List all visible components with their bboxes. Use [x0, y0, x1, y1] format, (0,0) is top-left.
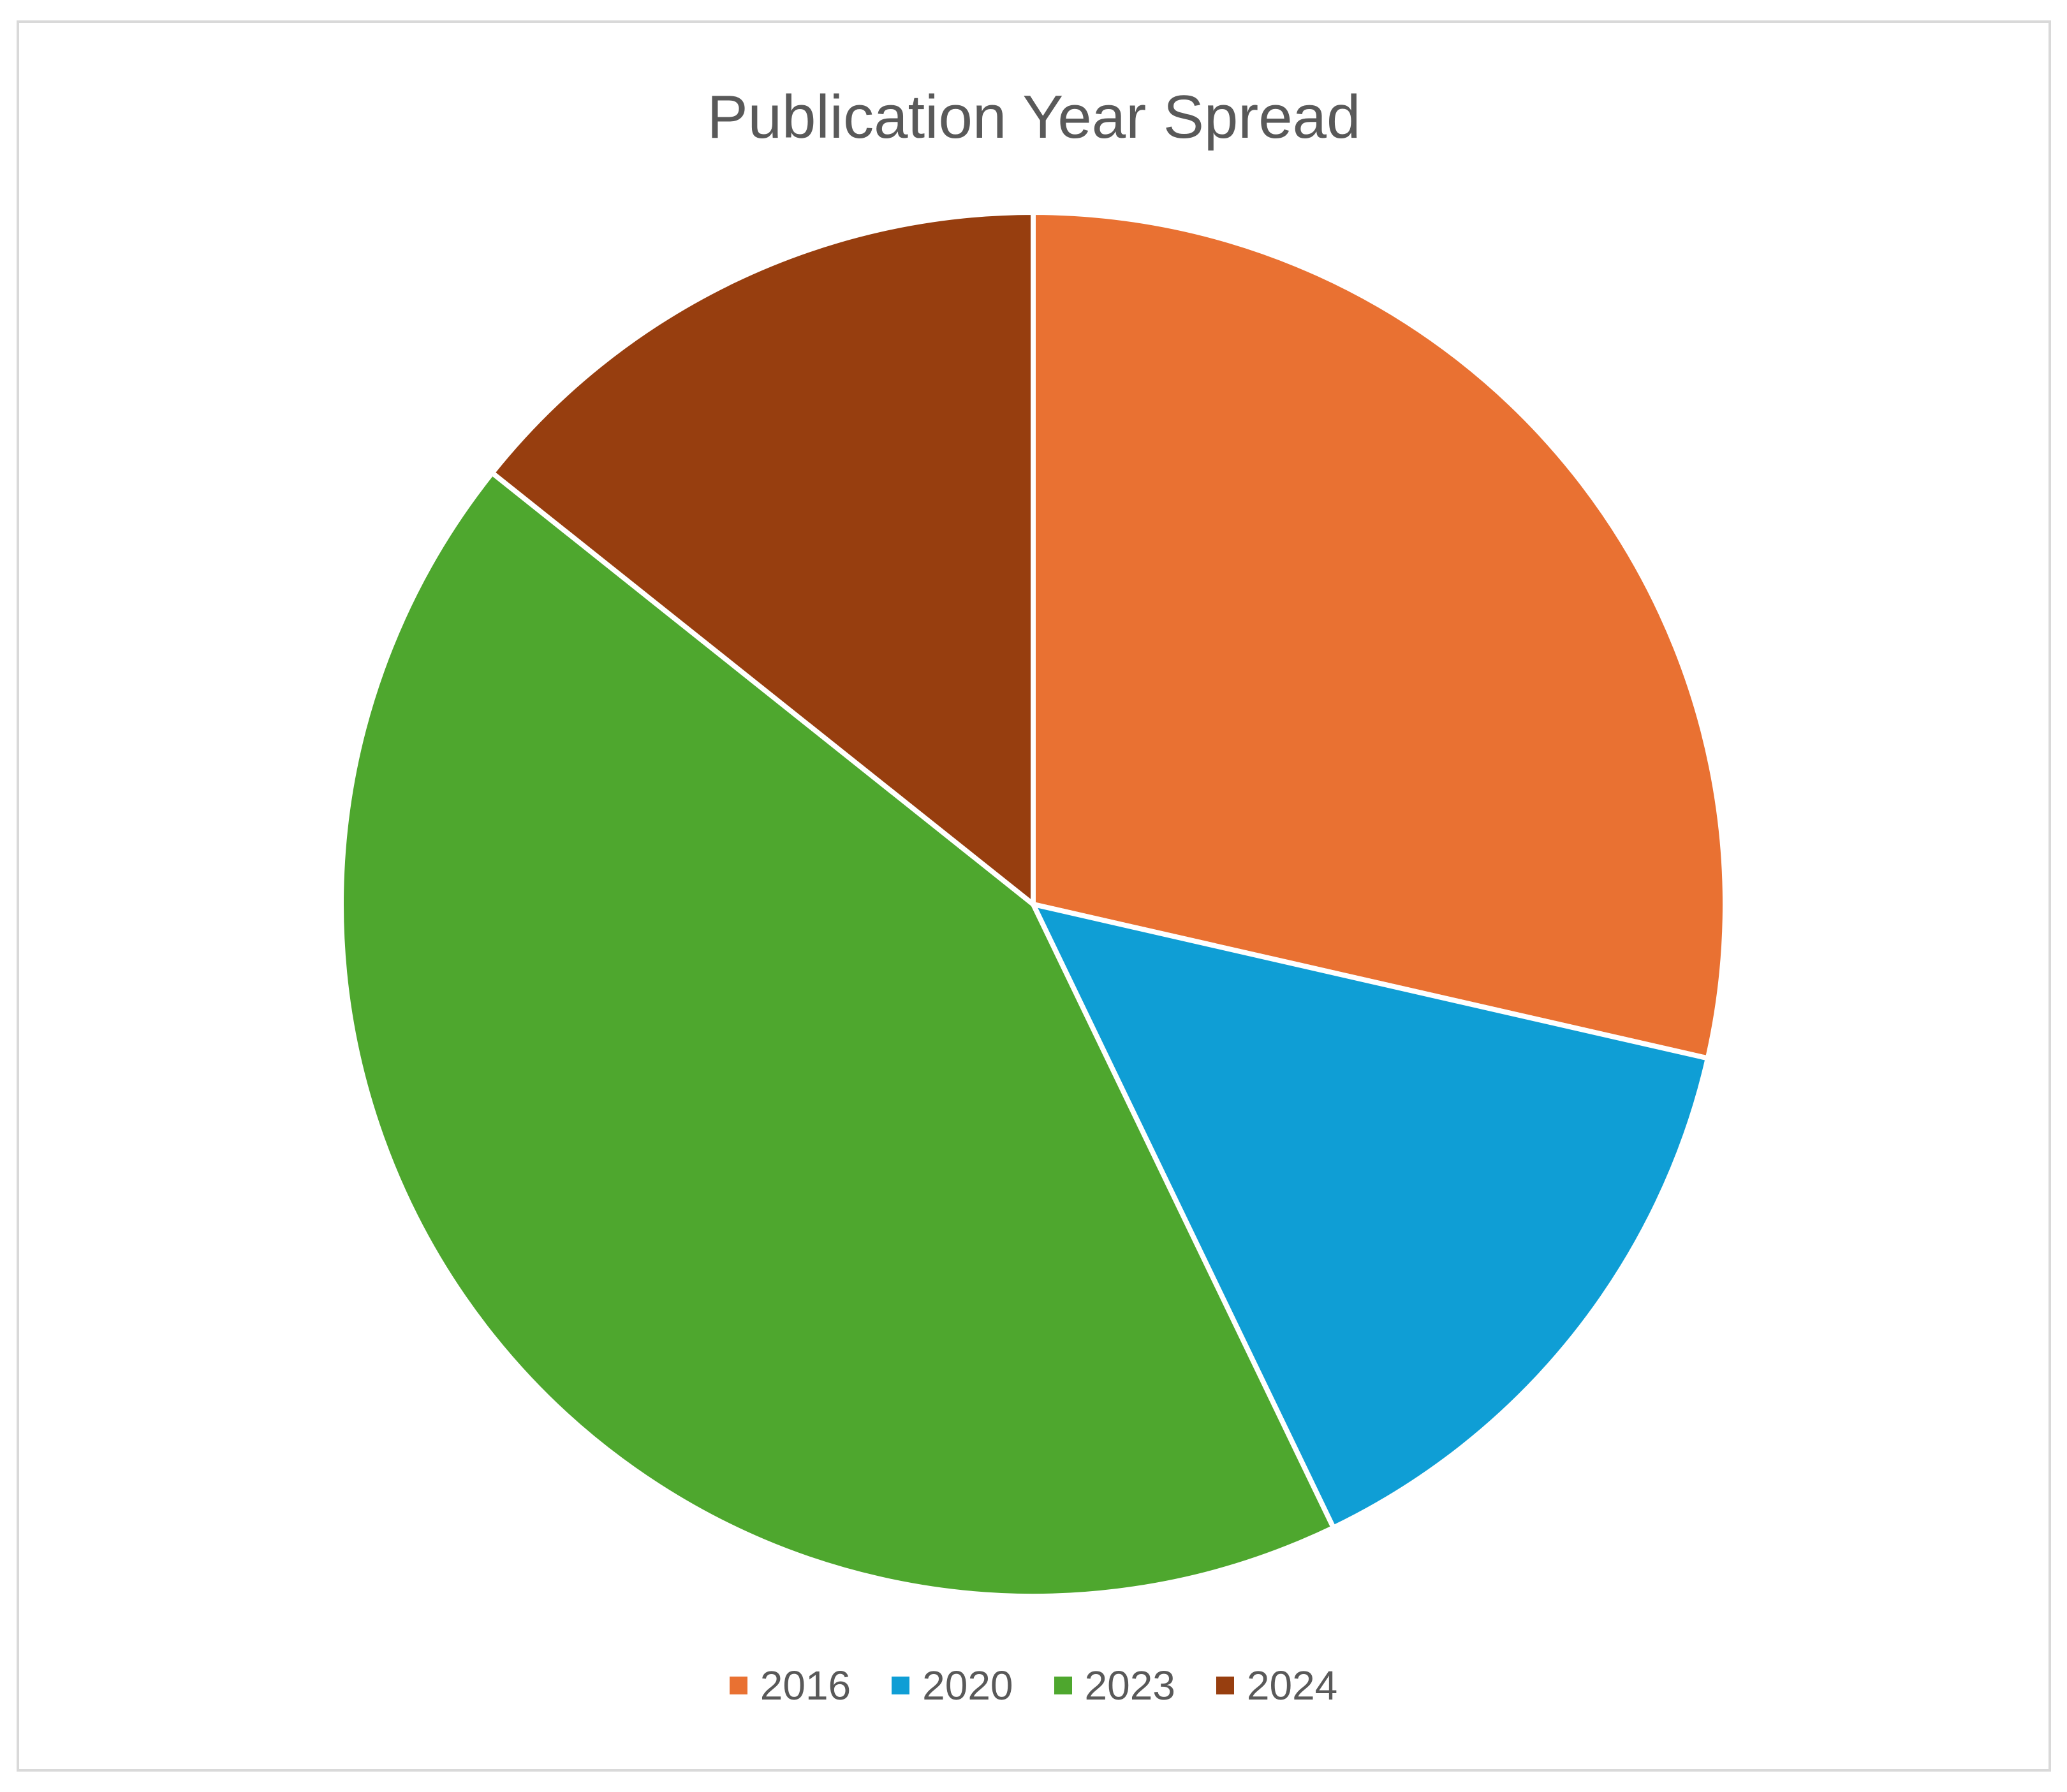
legend-swatch: [892, 1677, 910, 1694]
legend: 2016 2020 2023 2024: [0, 1662, 2067, 1709]
legend-swatch: [729, 1677, 747, 1694]
pie-slice-2023: [339, 470, 1336, 1599]
legend-label: 2023: [1084, 1663, 1175, 1708]
legend-item-2024: 2024: [1216, 1662, 1337, 1709]
legend-label: 2024: [1246, 1663, 1338, 1708]
legend-item-2016: 2016: [729, 1662, 851, 1709]
pie-slice-2016: [1031, 210, 1728, 1061]
legend-label: 2020: [922, 1663, 1013, 1708]
legend-swatch: [1216, 1677, 1234, 1694]
legend-label: 2016: [760, 1663, 851, 1708]
pie-slice-2024: [489, 210, 1036, 907]
legend-item-2020: 2020: [892, 1662, 1013, 1709]
chart-title: Publication Year Spread: [707, 83, 1361, 151]
pie-slice-2020: [1031, 902, 1710, 1531]
legend-swatch: [1054, 1677, 1072, 1694]
legend-item-2023: 2023: [1054, 1662, 1175, 1709]
